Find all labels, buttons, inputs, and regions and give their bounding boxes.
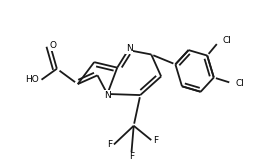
Text: F: F — [129, 152, 134, 162]
Text: HO: HO — [25, 75, 39, 84]
Text: Cl: Cl — [222, 36, 231, 45]
Text: N: N — [126, 44, 133, 53]
Text: O: O — [49, 41, 57, 50]
Text: Cl: Cl — [235, 79, 244, 87]
Text: F: F — [153, 136, 158, 145]
Text: F: F — [107, 140, 113, 149]
Text: N: N — [104, 91, 111, 100]
